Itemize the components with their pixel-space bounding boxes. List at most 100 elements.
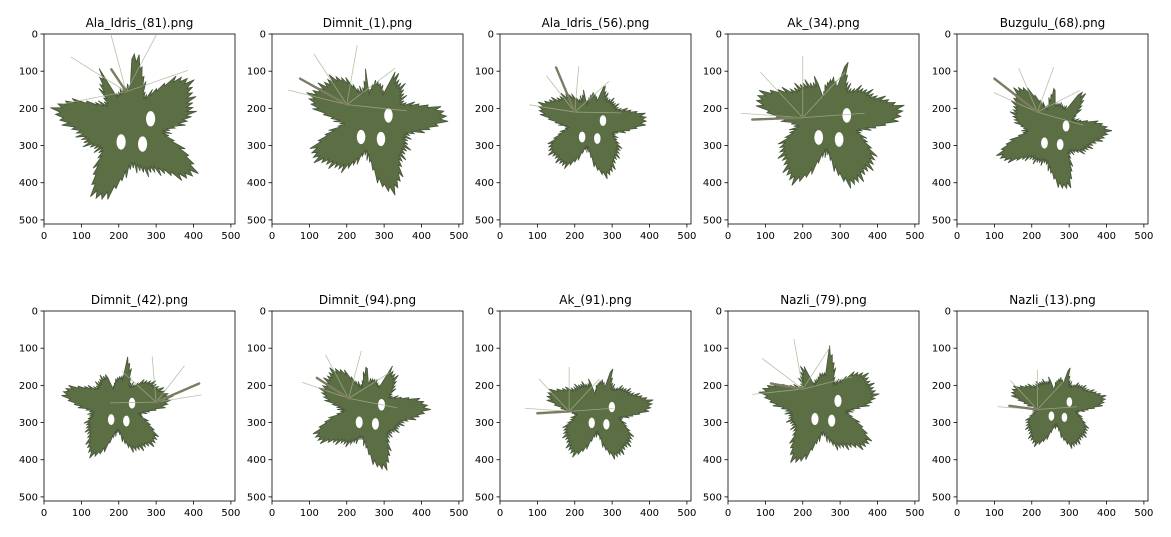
y-tick-label: 0 bbox=[716, 307, 722, 318]
leaf-sinus bbox=[1048, 411, 1055, 421]
leaf-vein bbox=[802, 346, 831, 390]
y-tick-label: 300 bbox=[932, 141, 951, 152]
y-tick-label: 500 bbox=[247, 492, 266, 503]
y-tick-label: 200 bbox=[19, 381, 38, 392]
leaf-vein bbox=[346, 67, 396, 105]
y-tick-label: 400 bbox=[247, 178, 266, 189]
leaf-vein bbox=[70, 56, 127, 92]
leaf-vein bbox=[802, 72, 846, 118]
leaf-stem bbox=[110, 68, 128, 93]
leaf-sinus bbox=[1066, 397, 1073, 407]
y-tick-label: 500 bbox=[703, 492, 722, 503]
leaf-vein bbox=[126, 69, 188, 93]
leaf-vein bbox=[569, 407, 614, 412]
leaf-sinus bbox=[146, 111, 156, 127]
leaf-blade bbox=[755, 61, 905, 189]
leaf-vein bbox=[568, 378, 600, 412]
x-tick-label: 300 bbox=[147, 231, 166, 242]
leaf-vein bbox=[301, 381, 349, 399]
y-tick-label: 0 bbox=[488, 30, 494, 41]
leaf-vein bbox=[546, 75, 576, 113]
leaf-vein bbox=[155, 365, 185, 403]
y-tick-label: 200 bbox=[475, 381, 494, 392]
leaf-sinus bbox=[1062, 120, 1070, 132]
y-tick-label: 400 bbox=[703, 455, 722, 466]
x-tick-label: 300 bbox=[603, 508, 622, 519]
leaf-vein bbox=[1037, 406, 1078, 410]
y-tick-label: 300 bbox=[932, 418, 951, 429]
leaf-stem bbox=[769, 382, 804, 391]
x-tick-label: 300 bbox=[1060, 231, 1079, 242]
leaf-vein bbox=[313, 53, 348, 105]
leaf-sinus bbox=[1056, 138, 1064, 151]
x-tick-label: 0 bbox=[269, 231, 275, 242]
y-tick-label: 0 bbox=[32, 30, 38, 41]
leaf-blade bbox=[537, 85, 648, 180]
leaf-vein bbox=[348, 371, 391, 399]
leaf-stem bbox=[751, 116, 804, 121]
x-tick-label: 100 bbox=[985, 231, 1004, 242]
x-tick-label: 0 bbox=[497, 508, 503, 519]
x-tick-label: 500 bbox=[1134, 231, 1153, 242]
y-tick-label: 300 bbox=[475, 418, 494, 429]
panel-title: Dimnit_(1).png bbox=[323, 16, 413, 30]
x-tick-label: 500 bbox=[221, 231, 240, 242]
y-tick-label: 200 bbox=[932, 104, 951, 115]
leaf-stem bbox=[554, 66, 576, 114]
leaf-stem bbox=[536, 410, 571, 415]
x-tick-label: 100 bbox=[528, 231, 547, 242]
y-tick-label: 400 bbox=[19, 178, 38, 189]
leaf-sinus bbox=[1061, 412, 1068, 423]
y-tick-label: 100 bbox=[19, 344, 38, 355]
leaf-image bbox=[50, 34, 199, 201]
leaf-vein bbox=[110, 401, 157, 404]
panel-title: Dimnit_(94).png bbox=[319, 293, 416, 307]
leaf-vein bbox=[802, 376, 853, 390]
x-tick-label: 100 bbox=[72, 231, 91, 242]
x-tick-label: 100 bbox=[300, 231, 319, 242]
y-tick-label: 300 bbox=[703, 418, 722, 429]
x-tick-label: 500 bbox=[677, 508, 696, 519]
y-tick-label: 200 bbox=[247, 381, 266, 392]
panel-title: Ala_Idris_(56).png bbox=[542, 16, 650, 30]
leaf-vein bbox=[752, 388, 803, 395]
x-tick-label: 200 bbox=[793, 508, 812, 519]
leaf-sinus bbox=[371, 418, 379, 430]
leaf-vein bbox=[325, 354, 349, 399]
leaf-image bbox=[752, 338, 880, 464]
x-tick-label: 400 bbox=[640, 508, 659, 519]
leaf-sinus bbox=[107, 414, 115, 426]
x-tick-label: 200 bbox=[1022, 508, 1041, 519]
leaf-vein bbox=[1009, 380, 1038, 410]
x-tick-label: 0 bbox=[725, 231, 731, 242]
y-tick-label: 400 bbox=[475, 178, 494, 189]
y-tick-label: 400 bbox=[703, 178, 722, 189]
y-tick-label: 400 bbox=[932, 455, 951, 466]
x-tick-label: 500 bbox=[905, 508, 924, 519]
leaf-stem bbox=[993, 77, 1039, 114]
leaf-vein bbox=[1037, 380, 1065, 410]
leaf-vein bbox=[993, 92, 1038, 113]
panel-title: Ala_Idris_(81).png bbox=[86, 16, 194, 30]
leaf-sinus bbox=[376, 131, 386, 147]
x-tick-label: 200 bbox=[793, 231, 812, 242]
y-tick-label: 500 bbox=[703, 215, 722, 226]
x-tick-label: 500 bbox=[905, 231, 924, 242]
leaf-stem bbox=[1008, 404, 1039, 411]
panel-title: Ak_(91).png bbox=[559, 293, 631, 307]
y-tick-label: 200 bbox=[703, 381, 722, 392]
leaf-image bbox=[524, 366, 654, 460]
x-tick-label: 500 bbox=[1134, 508, 1153, 519]
leaf-sinus bbox=[834, 394, 842, 407]
x-tick-label: 200 bbox=[337, 231, 356, 242]
y-tick-label: 100 bbox=[475, 67, 494, 78]
leaf-sinus bbox=[608, 401, 616, 413]
leaf-vein bbox=[1036, 67, 1055, 113]
x-tick-label: 0 bbox=[41, 508, 47, 519]
y-tick-label: 500 bbox=[932, 215, 951, 226]
panel-title: Ak_(34).png bbox=[787, 16, 859, 30]
leaf-sinus bbox=[594, 133, 601, 144]
